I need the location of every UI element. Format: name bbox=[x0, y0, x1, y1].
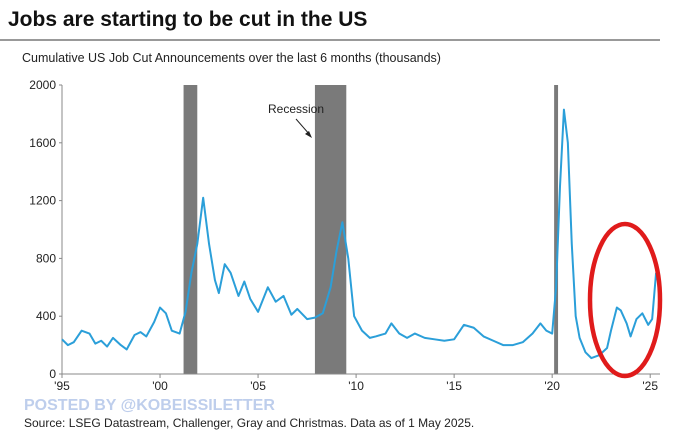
y-tick-label: 800 bbox=[36, 251, 56, 265]
x-tick-label: '20 bbox=[544, 379, 560, 393]
x-tick-label: '00 bbox=[152, 379, 168, 393]
chart-title: Jobs are starting to be cut in the US bbox=[8, 8, 367, 31]
recession-band bbox=[554, 85, 559, 374]
x-tick-label: '05 bbox=[250, 379, 266, 393]
x-tick-label: '10 bbox=[348, 379, 364, 393]
y-tick-label: 0 bbox=[49, 367, 56, 381]
y-tick-label: 400 bbox=[36, 309, 56, 323]
highlight-ellipse bbox=[587, 221, 663, 379]
source-note: Source: LSEG Datastream, Challenger, Gra… bbox=[24, 416, 474, 430]
y-tick-label: 2000 bbox=[29, 78, 56, 92]
y-tick-label: 1600 bbox=[29, 136, 56, 150]
annotation-arrowhead bbox=[305, 131, 312, 138]
plot-area: 0 400 800 1200 1600 2000 '95 '00 '05 '10 '15 '20 '25 bbox=[29, 78, 660, 393]
annotation: Recession bbox=[268, 102, 324, 116]
watermark: POSTED BY @KOBEISSILETTER bbox=[24, 397, 275, 414]
chart-subtitle: Cumulative US Job Cut Announcements over… bbox=[22, 51, 441, 65]
x-tick-label: '25 bbox=[642, 379, 658, 393]
recession-band bbox=[183, 85, 198, 374]
x-tick-label: '95 bbox=[54, 379, 70, 393]
data-line bbox=[61, 108, 658, 360]
y-tick-label: 1200 bbox=[29, 194, 56, 208]
x-tick-label: '15 bbox=[446, 379, 462, 393]
